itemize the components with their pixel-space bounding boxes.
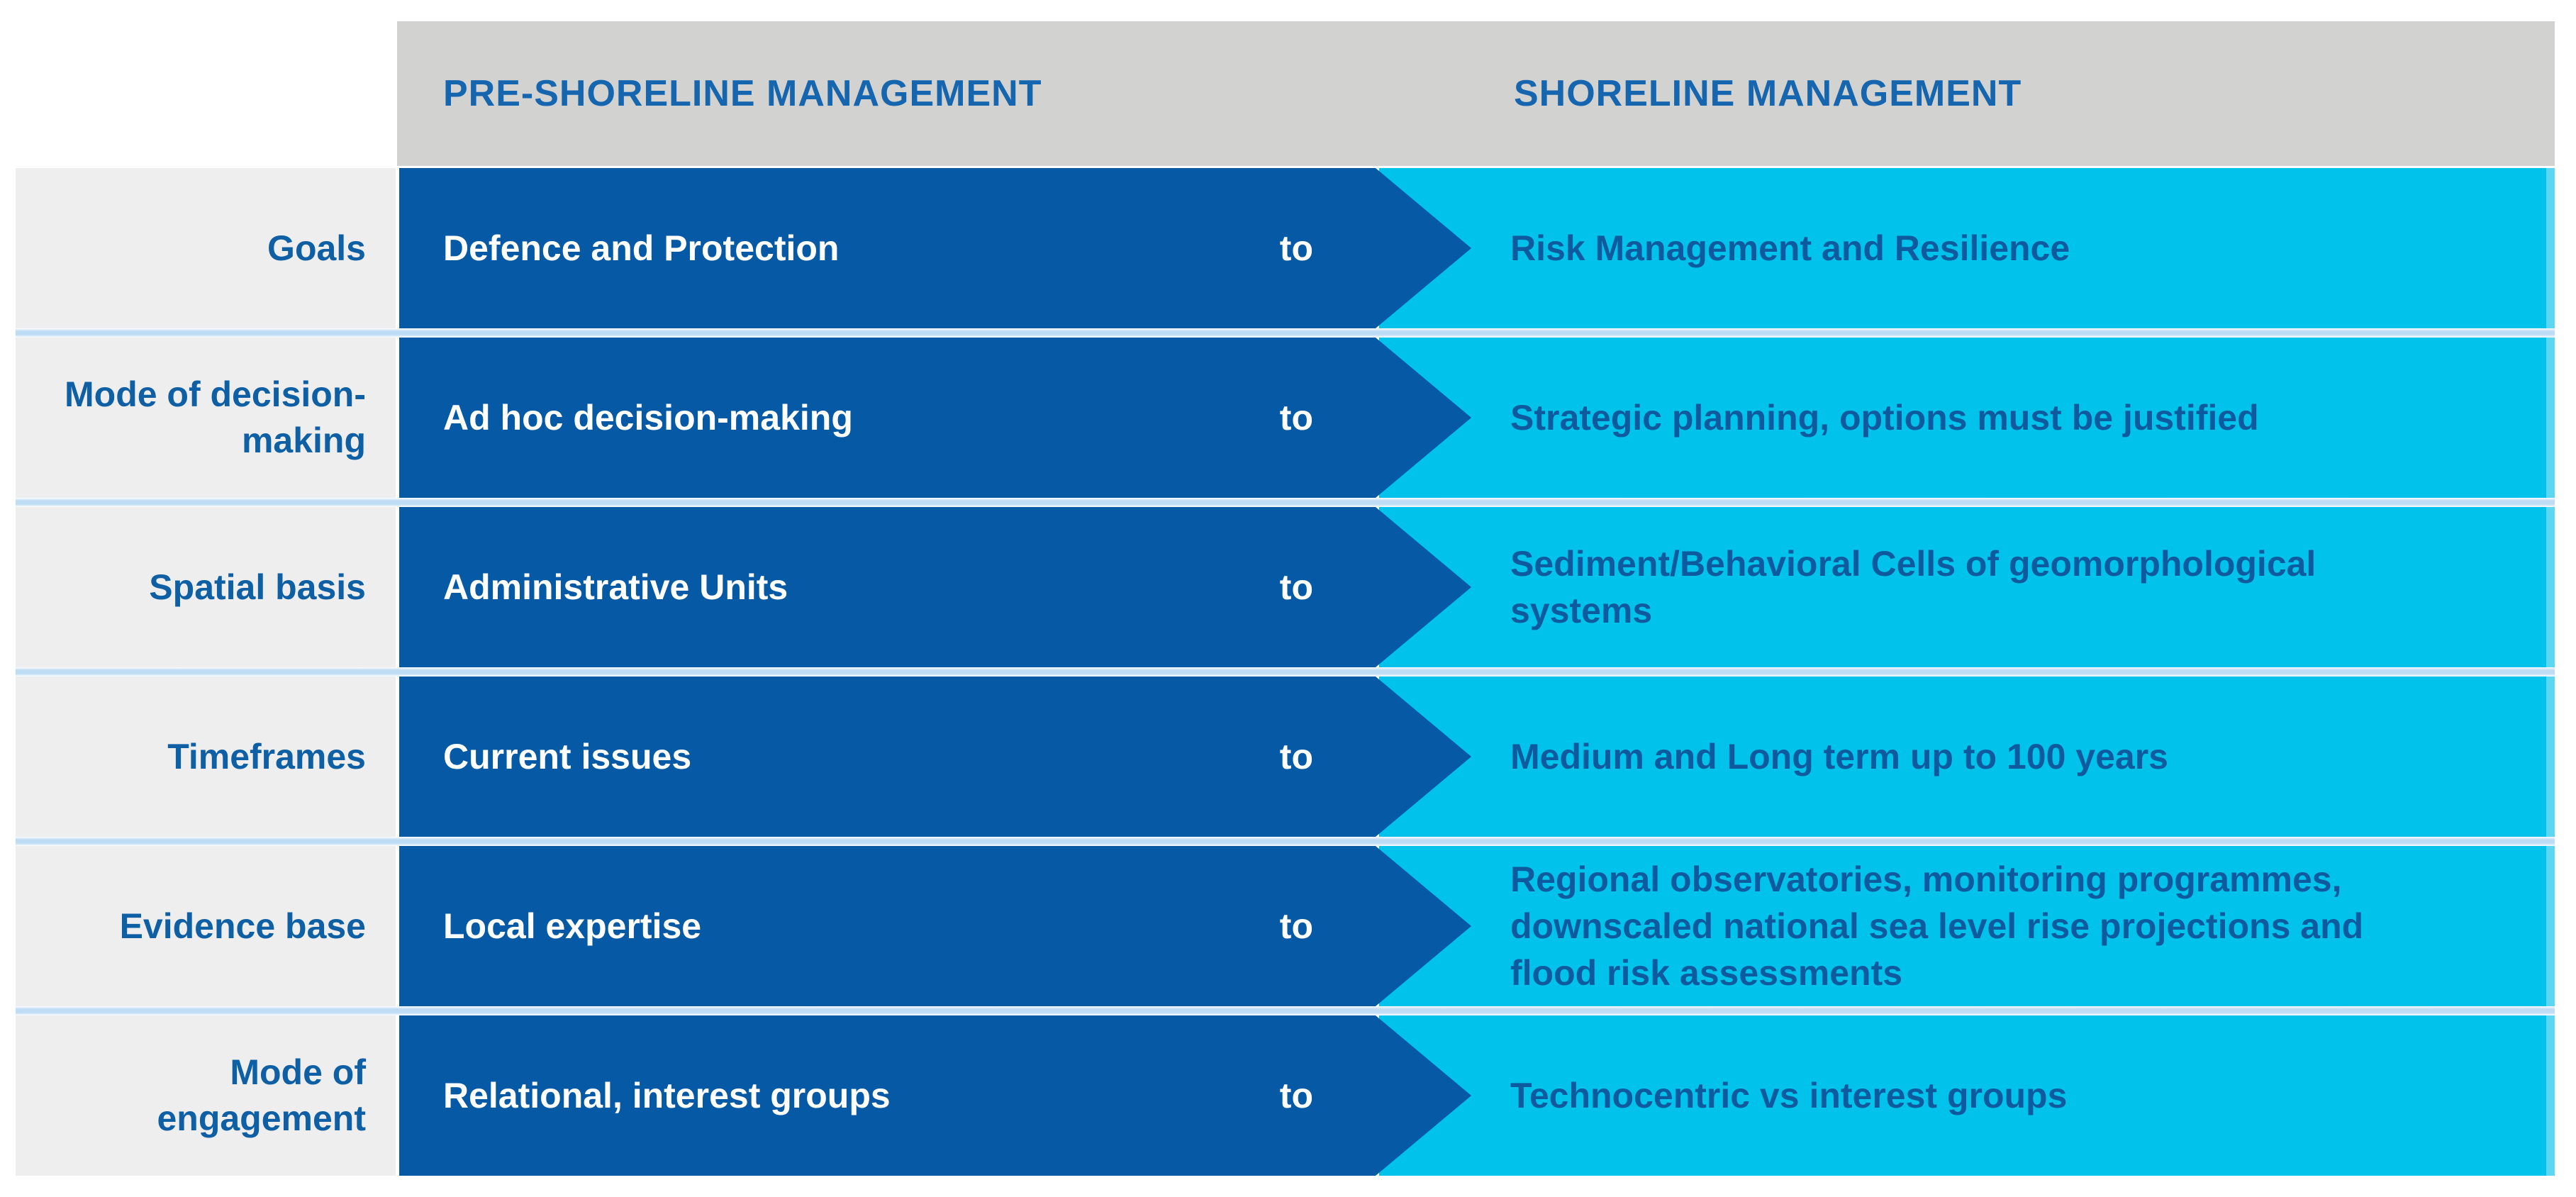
category-label: Goals xyxy=(16,168,396,328)
to-connector: to xyxy=(1279,228,1313,268)
arrow-label: Administrative Units xyxy=(443,567,788,607)
to-connector: to xyxy=(1279,567,1313,607)
pre-shoreline-arrow: Defence and Protection to xyxy=(399,168,1471,328)
column-header-shoreline: SHORELINE MANAGEMENT xyxy=(1514,73,2022,114)
shoreline-text: Sediment/Behavioral Cells of geomorpholo… xyxy=(1510,544,2316,630)
shoreline-text: Technocentric vs interest groups xyxy=(1510,1076,2068,1115)
to-connector: to xyxy=(1279,737,1313,776)
to-connector: to xyxy=(1279,906,1313,946)
arrow-label: Local expertise xyxy=(443,906,702,946)
pre-shoreline-arrow: Ad hoc decision-making to xyxy=(399,338,1471,498)
category-label: Timeframes xyxy=(16,677,396,837)
to-connector: to xyxy=(1279,1076,1313,1115)
arrow-label: Ad hoc decision-making xyxy=(443,398,853,438)
shoreline-text: Risk Management and Resilience xyxy=(1510,228,2070,268)
shoreline-cell: Risk Management and Resilience xyxy=(1379,168,2555,328)
row-evidence-base: Regional observatories, monitoring progr… xyxy=(16,846,2555,1006)
pre-shoreline-arrow: Administrative Units to xyxy=(399,507,1471,667)
row-timeframes: Medium and Long term up to 100 years Cur… xyxy=(16,677,2555,837)
arrow-label: Defence and Protection xyxy=(443,228,840,268)
shoreline-text: Regional observatories, monitoring progr… xyxy=(1510,859,2364,993)
arrow-label: Relational, interest groups xyxy=(443,1076,891,1115)
arrow-label: Current issues xyxy=(443,737,692,776)
row-separator xyxy=(16,328,2555,338)
row-spatial-basis: Sediment/Behavioral Cells of geomorpholo… xyxy=(16,507,2555,667)
shoreline-cell: Strategic planning, options must be just… xyxy=(1379,338,2555,498)
pre-shoreline-arrow: Local expertise to xyxy=(399,846,1471,1006)
row-separator xyxy=(16,667,2555,677)
column-header-pre-shoreline: PRE-SHORELINE MANAGEMENT xyxy=(443,73,1042,114)
row-separator xyxy=(16,498,2555,507)
category-label: Mode of decision-making xyxy=(16,338,396,498)
header-band: PRE-SHORELINE MANAGEMENT SHORELINE MANAG… xyxy=(397,21,2555,166)
to-connector: to xyxy=(1279,398,1313,438)
row-separator xyxy=(16,837,2555,846)
row-goals: Risk Management and Resilience Defence a… xyxy=(16,168,2555,328)
pre-shoreline-arrow: Current issues to xyxy=(399,677,1471,837)
shoreline-cell: Medium and Long term up to 100 years xyxy=(1379,677,2555,837)
pre-shoreline-arrow: Relational, interest groups to xyxy=(399,1015,1471,1176)
shoreline-cell: Technocentric vs interest groups xyxy=(1379,1015,2555,1176)
row-separator xyxy=(16,1006,2555,1015)
shoreline-cell: Sediment/Behavioral Cells of geomorpholo… xyxy=(1379,507,2555,667)
category-label: Mode of engagement xyxy=(16,1015,396,1176)
category-label: Spatial basis xyxy=(16,507,396,667)
row-mode-of-engagement: Technocentric vs interest groups Relatio… xyxy=(16,1015,2555,1176)
category-label: Evidence base xyxy=(16,846,396,1006)
shoreline-text: Medium and Long term up to 100 years xyxy=(1510,737,2168,776)
shoreline-cell: Regional observatories, monitoring progr… xyxy=(1379,846,2555,1006)
row-mode-of-decision-making: Strategic planning, options must be just… xyxy=(16,338,2555,498)
shoreline-text: Strategic planning, options must be just… xyxy=(1510,398,2259,438)
comparison-rows: Risk Management and Resilience Defence a… xyxy=(16,168,2555,1176)
